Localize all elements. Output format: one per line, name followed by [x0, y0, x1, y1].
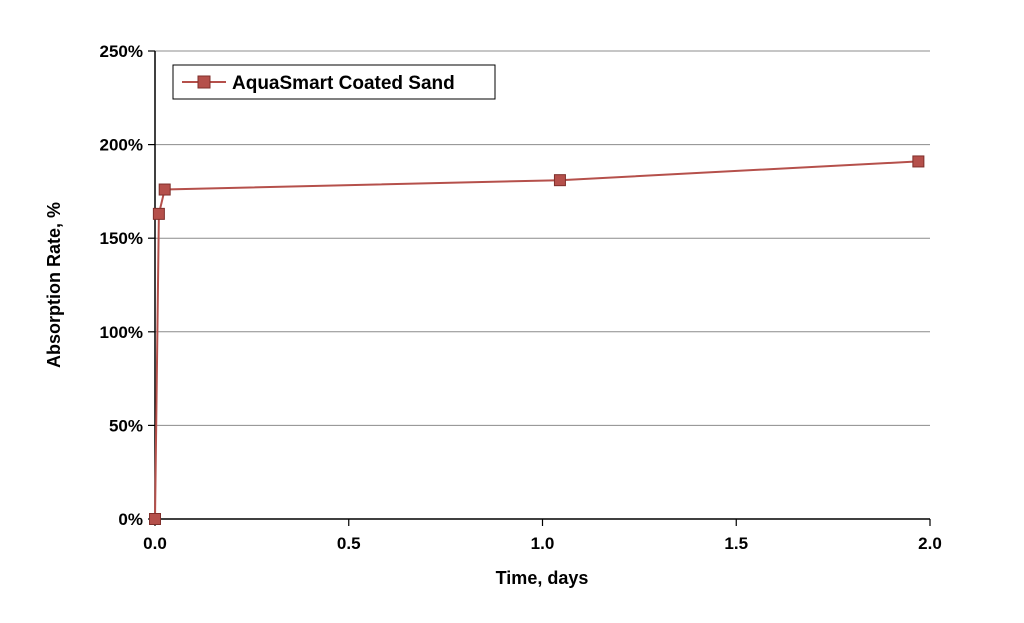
x-tick-label-4: 2.0: [918, 534, 942, 553]
y-tick-label-1: 50%: [109, 416, 143, 435]
data-point-0-2: [158, 183, 171, 196]
x-tick-label-2: 1.0: [531, 534, 555, 553]
gridlines: [155, 50, 930, 426]
legend-label: AquaSmart Coated Sand: [232, 73, 455, 94]
data-point-0-0: [149, 513, 161, 525]
legend-box: [172, 64, 496, 100]
x-axis-ticks: 0.0 0.5 1.0 1.5 2.0: [143, 519, 942, 553]
data-point-0-1: [152, 207, 165, 220]
y-tick-label-4: 200%: [100, 136, 143, 155]
series-layer: [149, 155, 925, 525]
legend-marker-swatch: [197, 75, 211, 89]
y-axis-title: Absorption Rate, %: [44, 202, 64, 368]
y-tick-label-3: 150%: [100, 229, 143, 248]
legend: AquaSmart Coated Sand: [172, 64, 496, 100]
data-point-0-4: [912, 155, 925, 168]
y-axis-ticks: 0% 50% 100% 150% 200% 250%: [100, 42, 155, 529]
x-tick-label-1: 0.5: [337, 534, 361, 553]
y-tick-label-0: 0%: [118, 510, 143, 529]
x-tick-label-0: 0.0: [143, 534, 167, 553]
plot-area: [155, 51, 930, 519]
data-point-0-3: [553, 174, 566, 187]
y-tick-label-5: 250%: [100, 42, 143, 61]
x-axis-title: Time, days: [496, 568, 589, 588]
y-tick-label-2: 100%: [100, 323, 143, 342]
x-tick-label-3: 1.5: [724, 534, 748, 553]
